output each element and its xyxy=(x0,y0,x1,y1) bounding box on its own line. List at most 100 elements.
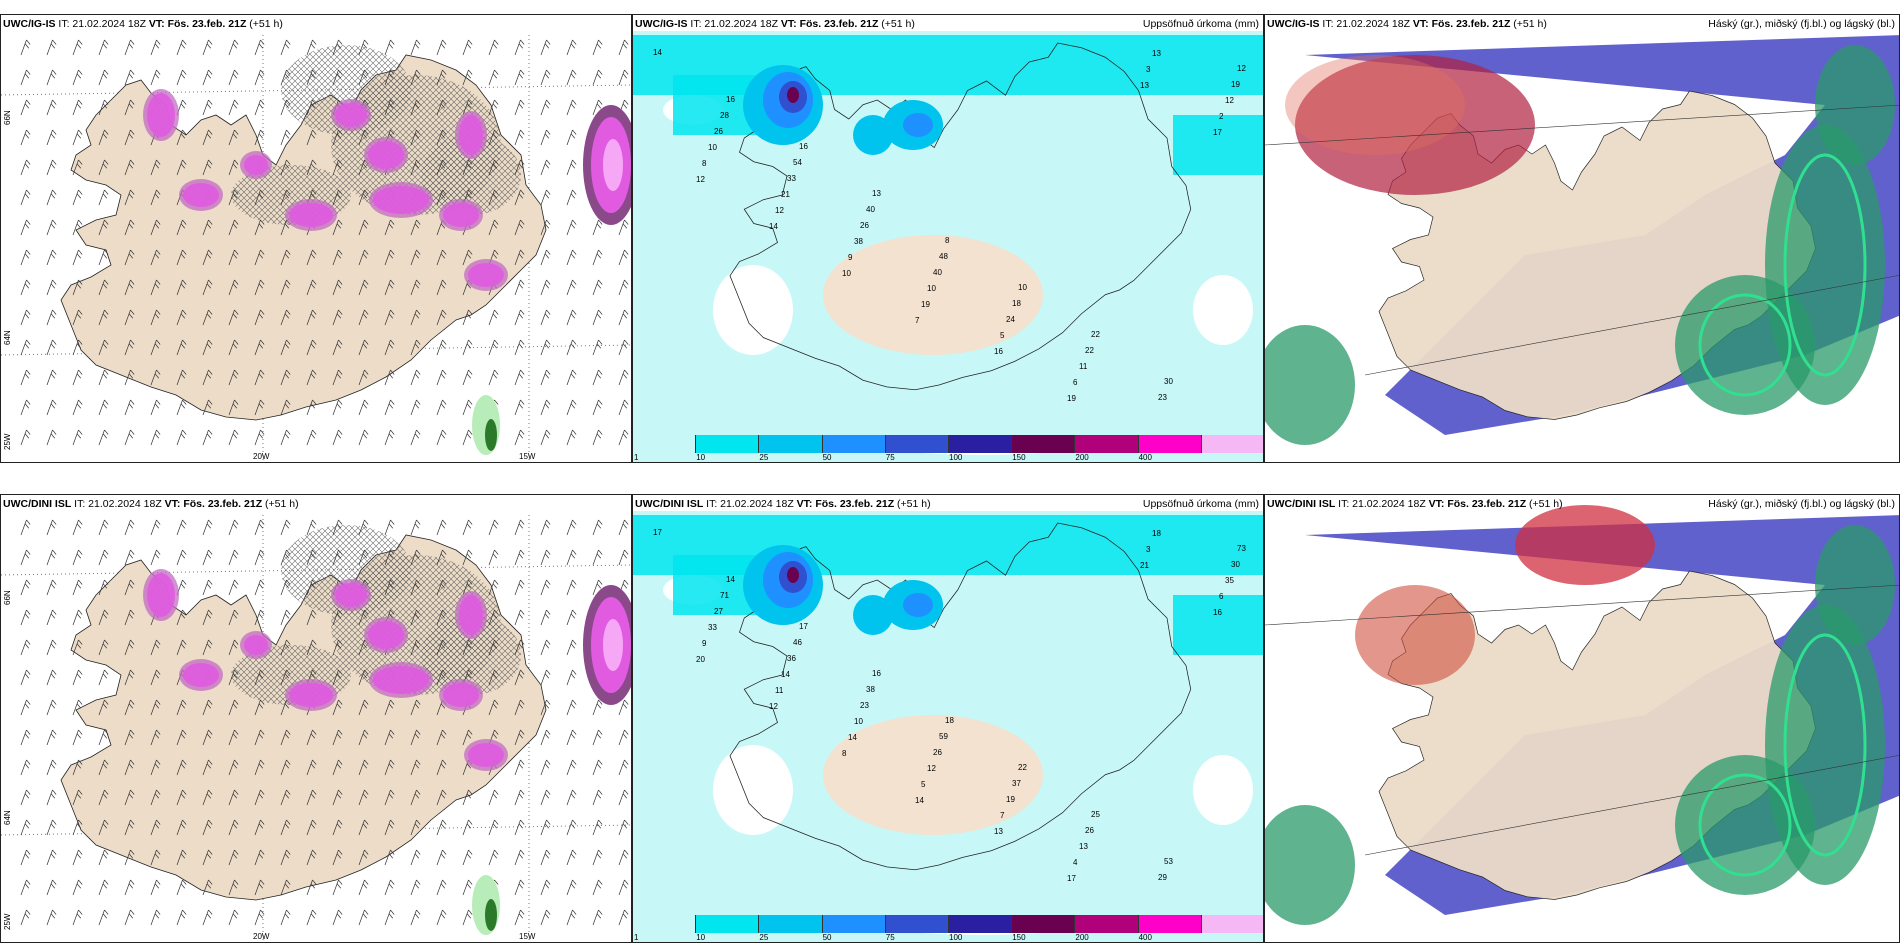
precip-value-label: 33 xyxy=(787,174,796,183)
precip-value-label: 12 xyxy=(1237,64,1246,73)
precip-value-label: 13 xyxy=(1152,49,1161,58)
precip-value-label: 22 xyxy=(1091,330,1100,339)
precip-value-label: 14 xyxy=(848,733,857,742)
precip-value-label: 7 xyxy=(1000,811,1005,820)
precip-colorbar-ticks: 1 10 25 50 75 100 150 200 400 xyxy=(633,933,1263,942)
colorbar-tick-label: 25 xyxy=(759,933,769,942)
precip-value-label: 11 xyxy=(775,686,784,695)
precip-value-label: 17 xyxy=(799,622,808,631)
precip-value-label: 13 xyxy=(1079,842,1088,851)
precip-value-label: 22 xyxy=(1085,346,1094,355)
panel-precip-r1: UWC/IG-IS IT: 21.02.2024 18Z VT: Fös. 23… xyxy=(632,14,1264,463)
precip-value-label: 14 xyxy=(726,575,735,584)
precip-value-label: 59 xyxy=(939,732,948,741)
precip-value-label: 35 xyxy=(1225,576,1234,585)
panel-title: UWC/IG-IS IT: 21.02.2024 18Z VT: Fös. 23… xyxy=(635,18,1259,30)
precip-value-label: 46 xyxy=(793,638,802,647)
precip-value-label: 38 xyxy=(854,237,863,246)
colorbar-segment xyxy=(822,915,886,933)
precip-value-label: 13 xyxy=(872,189,881,198)
lon-label-15w: 15W xyxy=(519,452,536,461)
precip-value-label: 23 xyxy=(860,701,869,710)
wind-precip-map xyxy=(1,515,631,942)
precip-value-label: 16 xyxy=(726,95,735,104)
precip-value-label: 10 xyxy=(927,284,936,293)
precip-value-label: 33 xyxy=(708,623,717,632)
lat-label-66n: 66N xyxy=(3,590,12,605)
precipitation-map: 1416161381022301228544048182223192633264… xyxy=(633,31,1263,462)
colorbar-segment xyxy=(1075,435,1139,453)
colorbar-segment xyxy=(822,435,886,453)
precip-value-label: 19 xyxy=(1067,394,1076,403)
colorbar-tick-label: 150 xyxy=(1012,453,1026,462)
colorbar-segment xyxy=(1075,915,1139,933)
precip-value-label: 19 xyxy=(921,300,930,309)
precip-value-label: 4 xyxy=(1073,858,1078,867)
precip-value-label: 18 xyxy=(945,716,954,725)
colorbar-tick-label: 150 xyxy=(1012,933,1026,942)
colorbar-segment xyxy=(759,435,823,453)
colorbar-segment xyxy=(948,435,1013,453)
precip-value-label: 38 xyxy=(866,685,875,694)
colorbar-segment xyxy=(696,915,760,933)
precip-value-label: 23 xyxy=(1158,393,1167,402)
precip-value-label: 14 xyxy=(781,670,790,679)
precip-value-label: 17 xyxy=(653,528,662,537)
colorbar-tick-label: 75 xyxy=(885,453,895,462)
precip-value-label: 30 xyxy=(1231,560,1240,569)
precip-value-label: 18 xyxy=(1012,299,1021,308)
colorbar-segment xyxy=(633,915,697,933)
panel-wind-r1: UWC/IG-IS IT: 21.02.2024 18Z VT: Fös. 23… xyxy=(0,14,632,463)
lon-label-15w: 15W xyxy=(519,932,536,941)
precip-value-label: 26 xyxy=(1085,826,1094,835)
precip-value-label: 30 xyxy=(1164,377,1173,386)
precip-value-label: 27 xyxy=(714,607,723,616)
precip-value-label: 10 xyxy=(854,717,863,726)
colorbar-segment xyxy=(633,435,697,453)
precip-value-label: 19 xyxy=(1231,80,1240,89)
precip-value-label: 53 xyxy=(1164,857,1173,866)
panel-title: UWC/IG-IS IT: 21.02.2024 18Z VT: Fös. 23… xyxy=(1267,18,1895,30)
precip-value-label: 12 xyxy=(927,764,936,773)
precip-value-label: 17 xyxy=(1067,874,1076,883)
colorbar-segment xyxy=(1138,915,1202,933)
precip-value-label: 37 xyxy=(1012,779,1021,788)
colorbar-segment xyxy=(885,915,949,933)
colorbar-tick-label: 75 xyxy=(885,933,895,942)
lat-label-25w: 25W xyxy=(3,913,12,930)
lon-label-20w: 20W xyxy=(253,452,270,461)
precip-value-label: 9 xyxy=(848,253,853,262)
colorbar-tick-label: 1 xyxy=(634,453,639,462)
precip-value-label: 16 xyxy=(872,669,881,678)
precip-value-label: 7 xyxy=(915,316,920,325)
precip-value-label: 5 xyxy=(1000,331,1005,340)
precip-value-label: 16 xyxy=(994,347,1003,356)
precip-value-label: 24 xyxy=(1006,315,1015,324)
colorbar-tick-label: 50 xyxy=(822,453,832,462)
colorbar-segment xyxy=(1012,915,1076,933)
colorbar-segment xyxy=(885,435,949,453)
precip-value-label: 14 xyxy=(653,48,662,57)
precip-value-label: 40 xyxy=(933,268,942,277)
colorbar-segment xyxy=(1138,435,1202,453)
colorbar-segment xyxy=(1012,435,1076,453)
lat-label-64n: 64N xyxy=(3,330,12,345)
colorbar-segment xyxy=(1201,435,1263,453)
precip-value-label: 14 xyxy=(915,796,924,805)
colorbar-tick-label: 400 xyxy=(1138,933,1152,942)
precip-value-label: 12 xyxy=(696,175,705,184)
panel-cloud-r1: UWC/IG-IS IT: 21.02.2024 18Z VT: Fös. 23… xyxy=(1264,14,1900,463)
precip-value-label: 25 xyxy=(1091,810,1100,819)
colorbar-tick-label: 200 xyxy=(1075,933,1089,942)
panel-title: UWC/IG-IS IT: 21.02.2024 18Z VT: Fös. 23… xyxy=(3,18,283,30)
precip-value-label: 16 xyxy=(799,142,808,151)
precip-value-label: 20 xyxy=(696,655,705,664)
panel-title: UWC/DINI ISL IT: 21.02.2024 18Z VT: Fös.… xyxy=(3,498,299,510)
lat-label-64n: 64N xyxy=(3,810,12,825)
precip-value-label: 14 xyxy=(769,222,778,231)
precip-value-label: 9 xyxy=(702,639,707,648)
precip-value-label: 26 xyxy=(714,127,723,136)
precip-value-label: 3 xyxy=(1146,545,1151,554)
precip-value-label: 8 xyxy=(842,749,847,758)
panel-cloud-r2: UWC/DINI ISL IT: 21.02.2024 18Z VT: Fös.… xyxy=(1264,494,1900,943)
